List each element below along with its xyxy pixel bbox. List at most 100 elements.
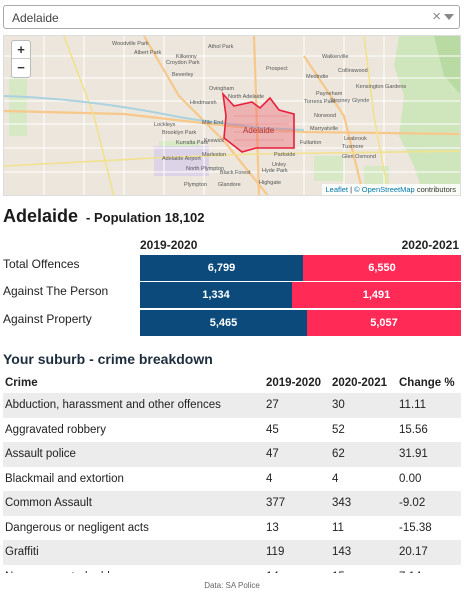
comparison-row: Against The Person 1,334 1,491 — [0, 282, 464, 308]
column-header: 2020-2021 — [332, 377, 387, 389]
zoom-out-button[interactable]: − — [17, 60, 25, 75]
map-label: Ovingham — [209, 86, 235, 92]
map-label: Lockleys — [154, 122, 176, 128]
table-row: Graffiti 119 143 20.17 — [3, 540, 461, 565]
map-label: Kilkenny — [176, 54, 197, 60]
table-cell: 15.56 — [399, 423, 428, 436]
table-cell: 14 — [264, 565, 330, 573]
table-cell: Graffiti — [3, 540, 264, 565]
bar-2019-2020: 6,799 — [140, 255, 303, 281]
table-row: Abduction, harassment and other offences… — [3, 393, 461, 418]
suburb-map[interactable]: Woodville Park Albert Park Croydon Park … — [3, 35, 461, 196]
table-cell: 31.91 — [397, 442, 461, 467]
table-cell: Non-aggravated robbery — [3, 565, 264, 573]
table-row: Assault police 47 62 31.91 — [3, 442, 461, 467]
suburb-select[interactable]: Adelaide × — [3, 5, 460, 29]
table-cell: Abduction, harassment and other offences — [3, 393, 264, 418]
osm-link[interactable]: © OpenStreetMap — [354, 185, 415, 194]
map-label: Stepney — [330, 98, 351, 104]
map-label: Plympton — [184, 182, 207, 188]
leaflet-link[interactable]: Leaflet — [325, 185, 349, 194]
map-label: Brooklyn Park — [162, 130, 197, 136]
comparison-row: Against Property 5,465 5,057 — [0, 310, 464, 336]
map-label: Hindmarsh — [190, 100, 217, 106]
column-header: Change % — [399, 377, 455, 389]
table-cell: 20.17 — [397, 540, 461, 565]
map-label: Medindie — [306, 74, 329, 80]
map-label: Fullarton — [300, 140, 322, 146]
map-tiles — [4, 36, 460, 195]
table-cell: 47 — [264, 442, 330, 467]
bar-2019-2020: 1,334 — [140, 282, 292, 308]
attribution-separator: | — [348, 185, 355, 194]
breakdown-table-container[interactable]: Crime 2019-2020 2020-2021 Change % Abduc… — [0, 373, 464, 573]
table-cell: Assault police — [3, 442, 264, 467]
bar-2020-2021: 5,057 — [307, 310, 461, 336]
table-cell: 119 — [264, 540, 330, 565]
map-attribution: Leaflet | © OpenStreetMap contributors — [321, 184, 460, 195]
breakdown-table: Crime 2019-2020 2020-2021 Change % Abduc… — [3, 373, 461, 573]
map-label: North Adelaide — [228, 94, 265, 100]
table-cell: 4 — [266, 472, 273, 485]
zoom-in-button[interactable]: + — [12, 41, 30, 59]
map-label: Keswick — [204, 138, 225, 144]
comparison-label: Against Property — [3, 312, 92, 326]
bar-2019-2020: 5,465 — [140, 310, 307, 336]
breakdown-title: Your suburb - crime breakdown — [3, 351, 213, 367]
table-cell: 52 — [332, 423, 345, 436]
map-label: Marleston — [202, 152, 227, 158]
map-label: Kurralta Park — [176, 140, 209, 146]
comparison-label: Total Offences — [3, 257, 80, 271]
table-cell: Dangerous or negligent acts — [5, 521, 149, 534]
map-label: Athol Park — [208, 44, 234, 50]
table-cell: 11.11 — [397, 393, 461, 418]
map-label: Unley — [272, 162, 287, 168]
column-header: 2019-2020 — [266, 377, 321, 389]
bar-2020-2021: 1,491 — [292, 282, 461, 308]
map-label: Tusmore — [342, 144, 364, 150]
clear-icon[interactable]: × — [432, 8, 441, 25]
map-label: Hyde Park — [262, 168, 288, 174]
bar-2020-2021: 6,550 — [303, 255, 461, 281]
comparison-label: Against The Person — [3, 284, 109, 298]
map-label: Mile End — [202, 120, 224, 126]
table-cell: 30 — [330, 393, 397, 418]
table-cell: Blackmail and extortion — [5, 472, 124, 485]
map-label: Glandore — [218, 182, 241, 188]
table-cell: 13 — [266, 521, 279, 534]
map-label: Collinswood — [338, 68, 368, 74]
zoom-control: + − — [11, 40, 31, 78]
map-label: Beverley — [172, 72, 194, 78]
highlighted-suburb-label: Adelaide — [243, 126, 275, 135]
year-right-label: 2020-2021 — [401, 238, 459, 252]
map-label: Leabrook — [344, 136, 367, 142]
table-row: Common Assault 377 343 -9.02 — [3, 491, 461, 516]
chevron-down-icon[interactable] — [444, 14, 454, 20]
data-source: Data: SA Police — [204, 581, 260, 590]
suburb-select-value: Adelaide — [12, 11, 59, 25]
table-cell: 143 — [330, 540, 397, 565]
table-cell: 62 — [330, 442, 397, 467]
map-label: Walkerville — [322, 54, 349, 60]
map-label: Adelaide Airport — [162, 156, 201, 162]
table-header-row: Crime 2019-2020 2020-2021 Change % — [3, 373, 461, 393]
table-cell: 11 — [332, 521, 344, 534]
table-cell: 27 — [264, 393, 330, 418]
column-header: Crime — [5, 377, 38, 389]
table-row: Blackmail and extortion 4 4 0.00 — [3, 467, 461, 492]
year-left-label: 2019-2020 — [140, 238, 198, 252]
map-label: Kensington Gardens — [356, 84, 407, 90]
table-row: Dangerous or negligent acts 13 11 -15.38 — [3, 516, 461, 541]
table-row: Non-aggravated robbery14157.14 — [3, 565, 461, 573]
table-row: Aggravated robbery 45 52 15.56 — [3, 418, 461, 443]
table-cell: Aggravated robbery — [5, 423, 107, 436]
table-cell: 343 — [330, 491, 397, 516]
map-label: Payneham — [316, 91, 343, 97]
map-label: Glen Osmond — [342, 154, 376, 160]
suburb-name: Adelaide — [3, 206, 79, 226]
table-cell: 15 — [330, 565, 397, 573]
table-cell: 45 — [266, 423, 279, 436]
table-cell: 0.00 — [399, 472, 422, 485]
table-cell: 7.14 — [397, 565, 461, 573]
map-label: Black Forest — [220, 170, 251, 176]
